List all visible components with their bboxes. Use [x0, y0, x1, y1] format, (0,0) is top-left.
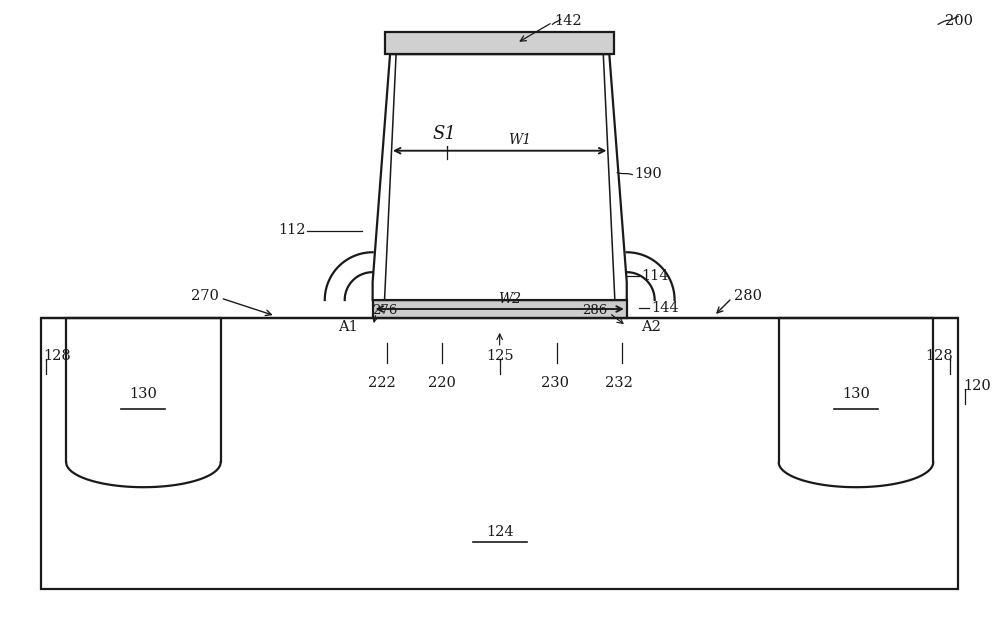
Text: S1: S1: [433, 125, 457, 143]
Text: 142: 142: [555, 14, 582, 28]
Text: 130: 130: [842, 387, 870, 401]
Text: 220: 220: [428, 376, 456, 390]
Text: 286: 286: [582, 305, 607, 318]
Text: 120: 120: [963, 379, 991, 392]
Text: 222: 222: [368, 376, 396, 390]
Text: 128: 128: [925, 349, 953, 363]
Text: A2: A2: [641, 320, 661, 334]
Text: 130: 130: [129, 387, 157, 401]
Text: 114: 114: [641, 269, 669, 283]
Bar: [385, 32, 614, 54]
Text: 144: 144: [651, 301, 679, 315]
Text: 280: 280: [734, 289, 762, 303]
Text: 276: 276: [372, 305, 397, 318]
Text: 230: 230: [541, 376, 569, 390]
Text: W1: W1: [508, 133, 531, 146]
Text: W2: W2: [498, 292, 521, 306]
Text: 124: 124: [486, 525, 514, 539]
Text: 128: 128: [43, 349, 71, 363]
Text: 190: 190: [634, 167, 662, 180]
Bar: [373, 300, 627, 318]
Text: 112: 112: [278, 223, 305, 237]
Text: 270: 270: [191, 289, 219, 303]
Text: 200: 200: [945, 14, 973, 28]
Polygon shape: [373, 54, 627, 300]
Text: A1: A1: [338, 320, 358, 334]
Bar: [41, 318, 958, 589]
Text: 125: 125: [486, 349, 514, 363]
Text: 232: 232: [605, 376, 633, 390]
